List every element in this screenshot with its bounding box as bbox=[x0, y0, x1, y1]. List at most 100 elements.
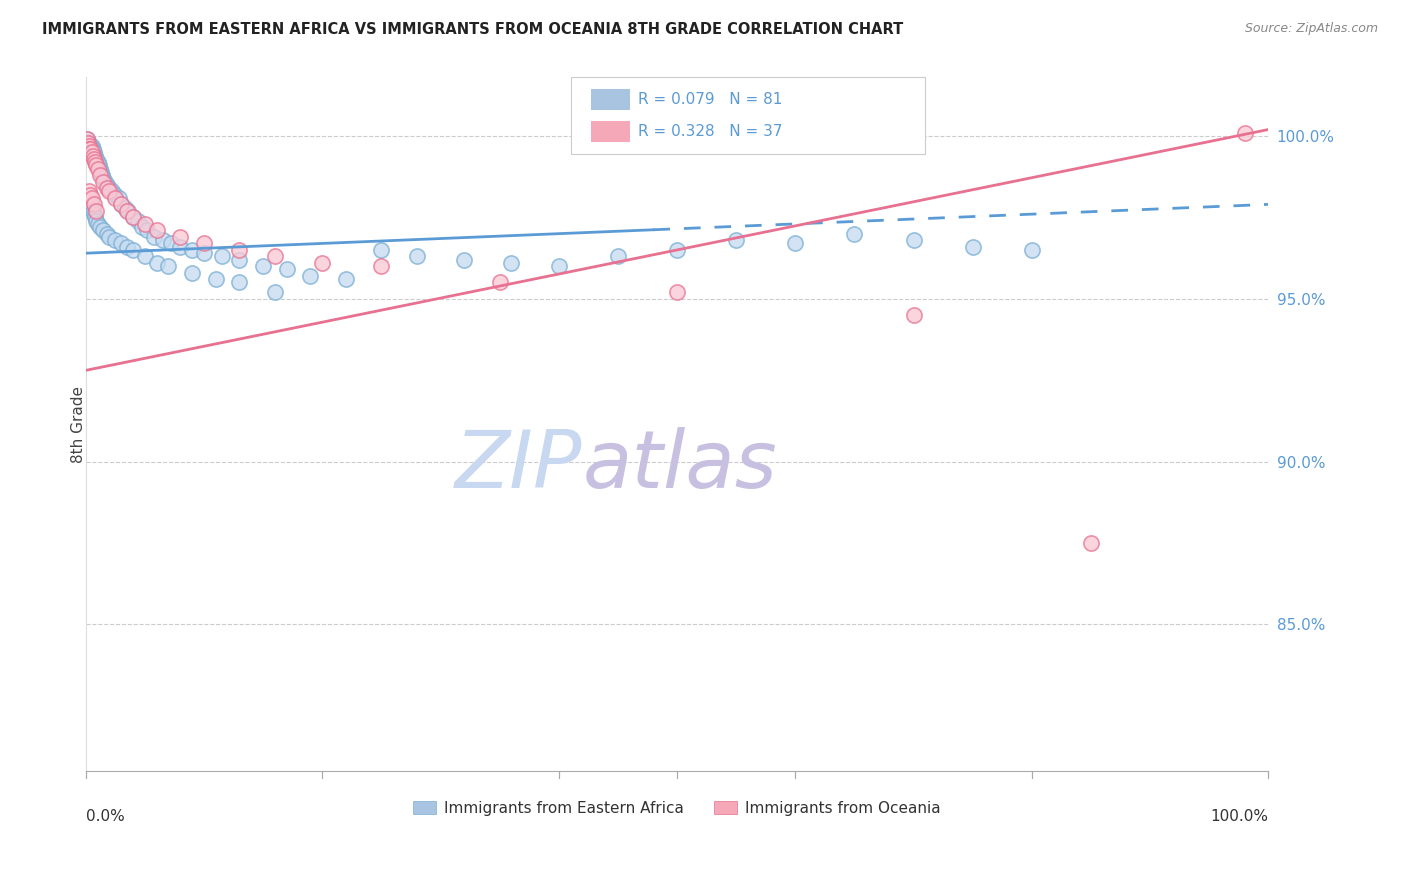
Point bbox=[98, 181, 121, 195]
Point bbox=[228, 243, 250, 257]
Point bbox=[83, 145, 105, 160]
Legend: Immigrants from Eastern Africa, Immigrants from Oceania: Immigrants from Eastern Africa, Immigran… bbox=[408, 795, 946, 822]
Point bbox=[77, 142, 100, 156]
Point bbox=[80, 142, 103, 156]
Point bbox=[86, 155, 108, 169]
Point bbox=[79, 187, 101, 202]
Point bbox=[143, 230, 166, 244]
Point bbox=[453, 252, 475, 267]
Point bbox=[80, 138, 103, 153]
Text: 0.0%: 0.0% bbox=[86, 809, 125, 824]
Point bbox=[370, 243, 392, 257]
Point bbox=[228, 276, 250, 290]
Point bbox=[134, 217, 156, 231]
Point bbox=[666, 243, 689, 257]
Point bbox=[299, 268, 322, 283]
Point bbox=[86, 158, 108, 172]
Point bbox=[76, 132, 98, 146]
Point bbox=[193, 236, 215, 251]
Point bbox=[80, 145, 103, 160]
Point bbox=[93, 171, 115, 186]
Point bbox=[87, 158, 110, 172]
Point bbox=[311, 256, 333, 270]
Point bbox=[96, 181, 118, 195]
Point bbox=[76, 132, 98, 146]
Point bbox=[80, 197, 103, 211]
Point bbox=[252, 259, 274, 273]
Point bbox=[264, 285, 287, 300]
Point bbox=[98, 230, 121, 244]
Point bbox=[82, 142, 104, 156]
Point bbox=[115, 240, 138, 254]
Point bbox=[79, 138, 101, 153]
Point bbox=[1021, 243, 1043, 257]
Point bbox=[115, 203, 138, 218]
Point bbox=[86, 213, 108, 227]
Point bbox=[181, 266, 204, 280]
Text: R = 0.079   N = 81: R = 0.079 N = 81 bbox=[638, 92, 782, 107]
Point bbox=[228, 252, 250, 267]
Point bbox=[169, 230, 191, 244]
Point bbox=[962, 240, 984, 254]
Point bbox=[79, 142, 101, 156]
Point bbox=[785, 236, 807, 251]
Point bbox=[204, 272, 226, 286]
Point bbox=[80, 191, 103, 205]
Point bbox=[335, 272, 357, 286]
Point bbox=[157, 259, 180, 273]
Bar bbox=[591, 89, 630, 110]
Point bbox=[77, 136, 100, 150]
Point bbox=[136, 223, 159, 237]
Text: 100.0%: 100.0% bbox=[1211, 809, 1268, 824]
Point bbox=[264, 250, 287, 264]
Point bbox=[83, 152, 105, 166]
Point bbox=[110, 236, 132, 251]
Point bbox=[98, 185, 121, 199]
Point bbox=[114, 201, 136, 215]
Point bbox=[77, 138, 100, 153]
Point bbox=[84, 148, 107, 162]
Point bbox=[160, 236, 183, 251]
Point bbox=[96, 178, 118, 192]
Point bbox=[100, 185, 122, 199]
Point bbox=[79, 145, 101, 160]
Point bbox=[93, 175, 115, 189]
Point bbox=[903, 308, 925, 322]
Point bbox=[131, 220, 153, 235]
Point bbox=[122, 243, 145, 257]
Point bbox=[83, 207, 105, 221]
Point bbox=[145, 223, 167, 237]
Point bbox=[89, 168, 111, 182]
Point bbox=[93, 223, 115, 237]
Y-axis label: 8th Grade: 8th Grade bbox=[72, 385, 86, 463]
Point bbox=[93, 175, 115, 189]
Point bbox=[91, 168, 114, 182]
Point bbox=[1080, 536, 1102, 550]
Point bbox=[104, 233, 127, 247]
Point bbox=[181, 243, 204, 257]
Point bbox=[122, 211, 145, 225]
Point bbox=[370, 259, 392, 273]
Point bbox=[86, 161, 108, 176]
Point bbox=[110, 197, 132, 211]
Point bbox=[110, 197, 132, 211]
Point bbox=[104, 187, 127, 202]
Point bbox=[405, 250, 427, 264]
Point bbox=[104, 191, 127, 205]
Text: IMMIGRANTS FROM EASTERN AFRICA VS IMMIGRANTS FROM OCEANIA 8TH GRADE CORRELATION : IMMIGRANTS FROM EASTERN AFRICA VS IMMIGR… bbox=[42, 22, 904, 37]
Point bbox=[501, 256, 523, 270]
Point bbox=[90, 165, 112, 179]
Point bbox=[211, 250, 233, 264]
Point bbox=[86, 217, 108, 231]
Point bbox=[276, 262, 298, 277]
Point bbox=[83, 148, 105, 162]
Point bbox=[96, 227, 118, 241]
Point bbox=[83, 197, 105, 211]
Bar bbox=[591, 121, 630, 142]
Point bbox=[193, 246, 215, 260]
Point bbox=[169, 240, 191, 254]
Point bbox=[77, 138, 100, 153]
Point bbox=[77, 136, 100, 150]
Point bbox=[127, 213, 149, 227]
Point bbox=[488, 276, 510, 290]
